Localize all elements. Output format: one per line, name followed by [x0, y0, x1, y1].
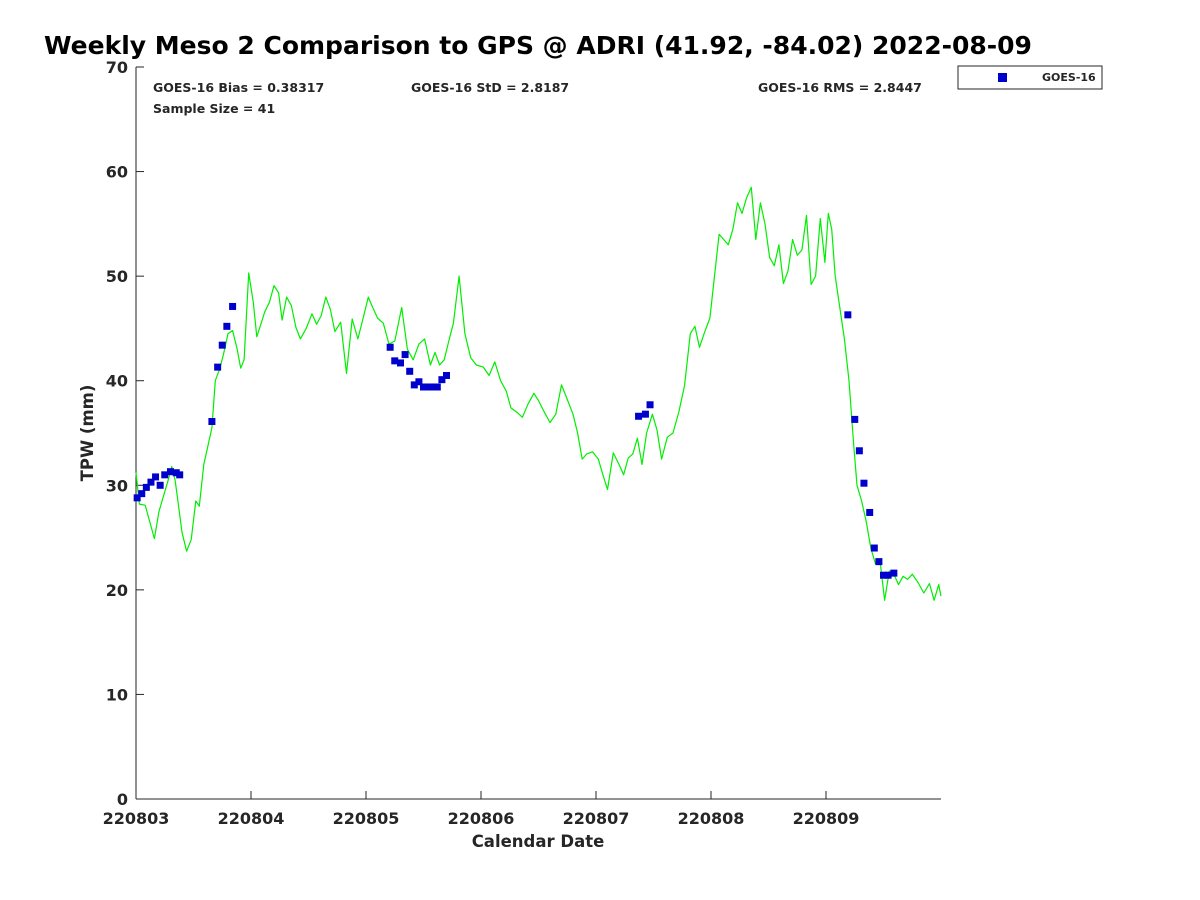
x-tick-label: 220807 — [563, 809, 630, 828]
x-tick-label: 220808 — [678, 809, 745, 828]
goes-point — [415, 378, 423, 386]
x-tick-label: 220809 — [793, 809, 860, 828]
goes-point — [420, 383, 427, 391]
legend-box — [957, 65, 1103, 90]
goes-point — [410, 381, 418, 389]
goes-point — [438, 376, 446, 384]
goes-point — [147, 478, 155, 486]
goes-point — [152, 473, 160, 481]
goes-point — [870, 544, 878, 552]
goes-point — [880, 571, 887, 579]
goes-point — [443, 371, 450, 379]
rms-stat: GOES-16 RMS = 2.8447 — [758, 80, 922, 95]
goes-point — [860, 479, 868, 487]
sample-size-stat: Sample Size = 41 — [153, 101, 275, 116]
plot-axes: 0 10 20 30 40 50 60 70 220803 220804 220805 220806 2… — [103, 58, 941, 828]
goes-point — [214, 363, 222, 371]
x-tick-label: 220803 — [103, 809, 170, 828]
y-tick-label: 70 — [106, 58, 128, 77]
y-tick-label: 20 — [106, 581, 128, 600]
goes-point — [133, 494, 141, 502]
goes-point — [890, 569, 898, 577]
y-tick-label: 30 — [106, 476, 128, 495]
goes-point — [401, 351, 409, 359]
x-tick-label: 220805 — [333, 809, 400, 828]
y-tick-label: 60 — [106, 163, 128, 182]
chart-title: Weekly Meso 2 Comparison to GPS @ ADRI (… — [44, 31, 1032, 60]
goes-point — [884, 571, 892, 579]
legend: GOES-16 — [957, 65, 1103, 90]
y-tick-label: 50 — [106, 267, 128, 286]
legend-marker — [998, 73, 1007, 82]
x-axis-label: Calendar Date — [472, 832, 605, 851]
x-tick-label: 220806 — [448, 809, 515, 828]
goes-point — [176, 471, 184, 479]
y-tick-label: 40 — [106, 372, 128, 391]
x-tick-label: 220804 — [218, 809, 285, 828]
goes-point — [391, 357, 399, 365]
gps-line — [135, 186, 942, 601]
goes-point — [424, 383, 432, 391]
y-axis-label: TPW (mm) — [78, 385, 97, 482]
goes-point — [386, 343, 394, 351]
goes-point — [138, 490, 146, 498]
goes-point — [429, 383, 437, 391]
goes-point — [161, 471, 169, 479]
goes-point — [646, 401, 654, 409]
goes-point — [406, 367, 414, 375]
goes-point — [223, 322, 231, 330]
goes-point — [433, 383, 441, 391]
goes-point — [397, 359, 404, 367]
goes-point — [851, 415, 859, 423]
legend-label-goes-16: GOES-16 — [1042, 71, 1096, 84]
y-tick-label: 0 — [117, 790, 128, 809]
std-stat: GOES-16 StD = 2.8187 — [411, 80, 569, 95]
goes-series — [133, 302, 898, 579]
goes-point — [855, 447, 863, 455]
bias-stat: GOES-16 Bias = 0.38317 — [153, 80, 324, 95]
goes-point — [641, 410, 649, 418]
goes-point — [875, 558, 883, 566]
goes-point — [156, 481, 164, 489]
goes-point — [208, 417, 216, 425]
y-tick-label: 10 — [106, 685, 128, 704]
goes-point — [229, 302, 237, 310]
gps-series — [135, 186, 942, 601]
goes-point — [218, 341, 226, 349]
goes-point — [866, 508, 874, 516]
goes-point — [635, 412, 643, 420]
goes-point — [167, 468, 174, 476]
goes-point — [844, 311, 852, 319]
goes-point — [142, 483, 150, 491]
